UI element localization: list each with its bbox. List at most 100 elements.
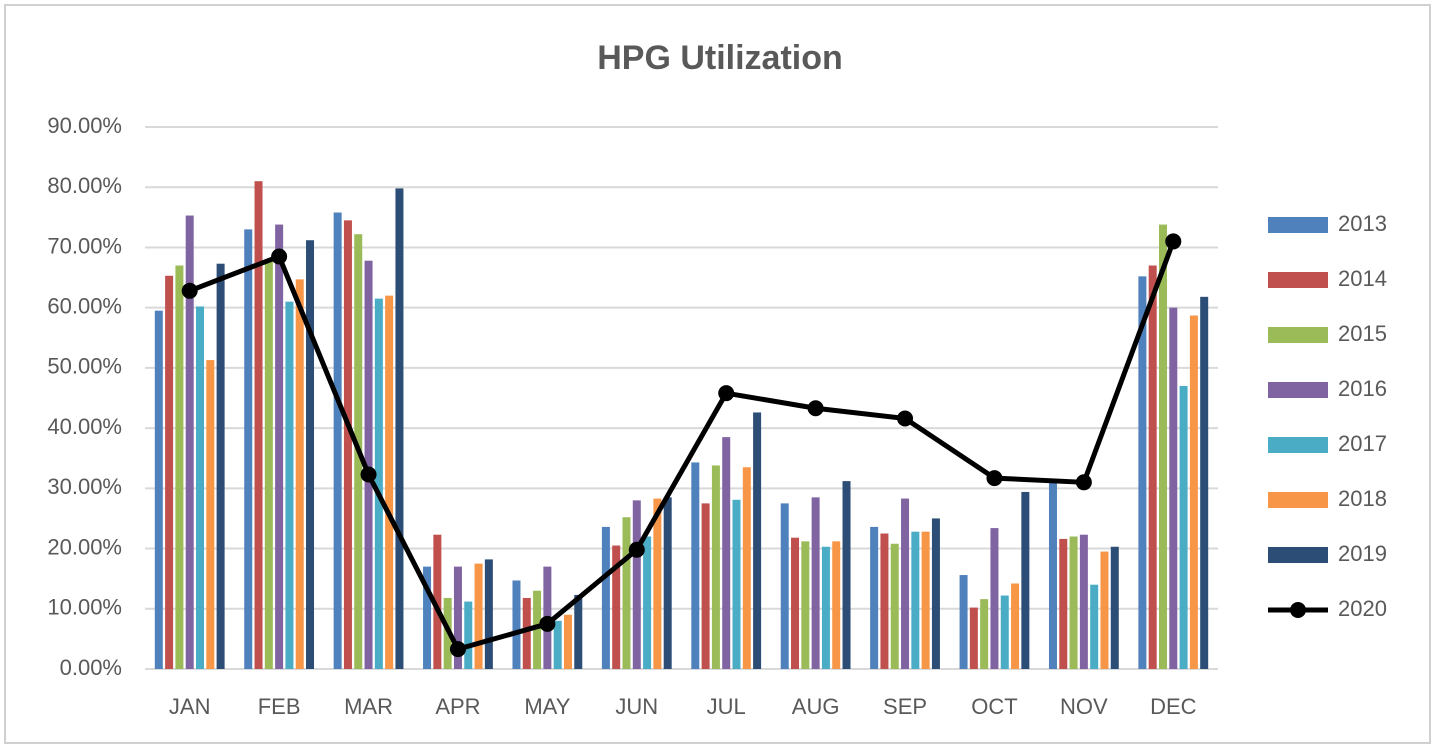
y-tick-label: 20.00% [47,534,122,559]
bar [653,498,662,669]
bar [364,260,373,669]
legend-swatch [1268,492,1328,508]
bar [522,597,531,669]
bar [1090,584,1099,669]
bar [216,263,225,669]
bar [1200,296,1209,669]
bar [374,298,383,669]
bar [911,531,920,669]
y-tick-label: 80.00% [47,173,122,198]
bar [801,541,810,669]
bar [1000,595,1009,669]
bar [1079,534,1088,669]
legend-swatch [1268,272,1328,288]
y-tick-label: 50.00% [47,354,122,379]
bar [959,575,968,669]
bar [742,467,751,669]
bar [306,240,315,669]
bar [264,259,273,669]
x-tick-label: APR [435,694,480,719]
bar [1189,315,1198,669]
legend-label: 2020 [1338,596,1387,621]
line-marker [807,400,824,417]
line-marker [628,541,645,558]
bar [395,188,404,669]
bar [1100,551,1109,669]
line-marker [271,248,288,265]
bar [832,541,841,669]
bar [990,528,999,669]
bar [632,500,641,669]
bar [969,607,978,669]
line-marker [718,385,735,402]
bar [385,295,394,669]
bar [811,497,820,669]
bar [753,412,762,669]
y-tick-label: 90.00% [47,113,122,138]
chart-title: HPG Utilization [597,39,843,77]
bar [285,301,294,669]
bar [464,601,473,669]
bar [901,498,910,669]
bar [1011,583,1020,669]
legend-marker [1290,602,1306,618]
bar [154,310,163,669]
bar [453,566,462,669]
x-tick-label: DEC [1150,694,1197,719]
x-tick-label: JAN [169,694,211,719]
legend-swatch [1268,382,1328,398]
bar [732,499,741,669]
bar [275,224,284,669]
x-tick-label: OCT [971,694,1017,719]
bar [553,620,562,669]
bar [165,275,174,669]
legend-label: 2014 [1338,266,1387,291]
legend-label: 2015 [1338,321,1387,346]
bar [1158,224,1167,669]
bar [1148,265,1157,669]
bar [1059,538,1068,669]
bar [574,594,583,669]
bar [206,360,215,669]
bar [931,518,940,669]
bar [980,599,989,669]
y-tick-label: 60.00% [47,293,122,318]
bar [722,437,731,669]
bar [343,220,352,669]
bar [1048,482,1057,669]
bar [563,614,572,669]
legend-swatch [1268,437,1328,453]
line-marker [1075,474,1092,491]
bar [842,481,851,669]
y-tick-label: 0.00% [60,655,122,680]
bar [484,559,493,669]
bar [663,497,672,669]
bar [196,306,205,669]
bar [433,534,442,669]
x-tick-label: MAY [524,694,570,719]
bar [1069,536,1078,669]
bar [601,526,610,669]
line-marker [1165,233,1182,250]
bar [185,215,194,669]
bar [711,465,720,669]
bar [1110,546,1119,669]
bar [533,590,542,669]
x-tick-label: NOV [1060,694,1108,719]
bar [890,543,899,669]
bar [701,503,710,669]
line-marker [539,615,556,632]
x-tick-label: JUN [615,694,658,719]
line-marker [449,641,466,658]
bar [1021,491,1030,669]
legend-label: 2018 [1338,486,1387,511]
bar [333,212,342,669]
legend-label: 2019 [1338,541,1387,566]
legend-label: 2017 [1338,431,1387,456]
legend-label: 2013 [1338,211,1387,236]
y-tick-label: 10.00% [47,595,122,620]
legend-label: 2016 [1338,376,1387,401]
bar [643,536,652,669]
legend-swatch [1268,547,1328,563]
